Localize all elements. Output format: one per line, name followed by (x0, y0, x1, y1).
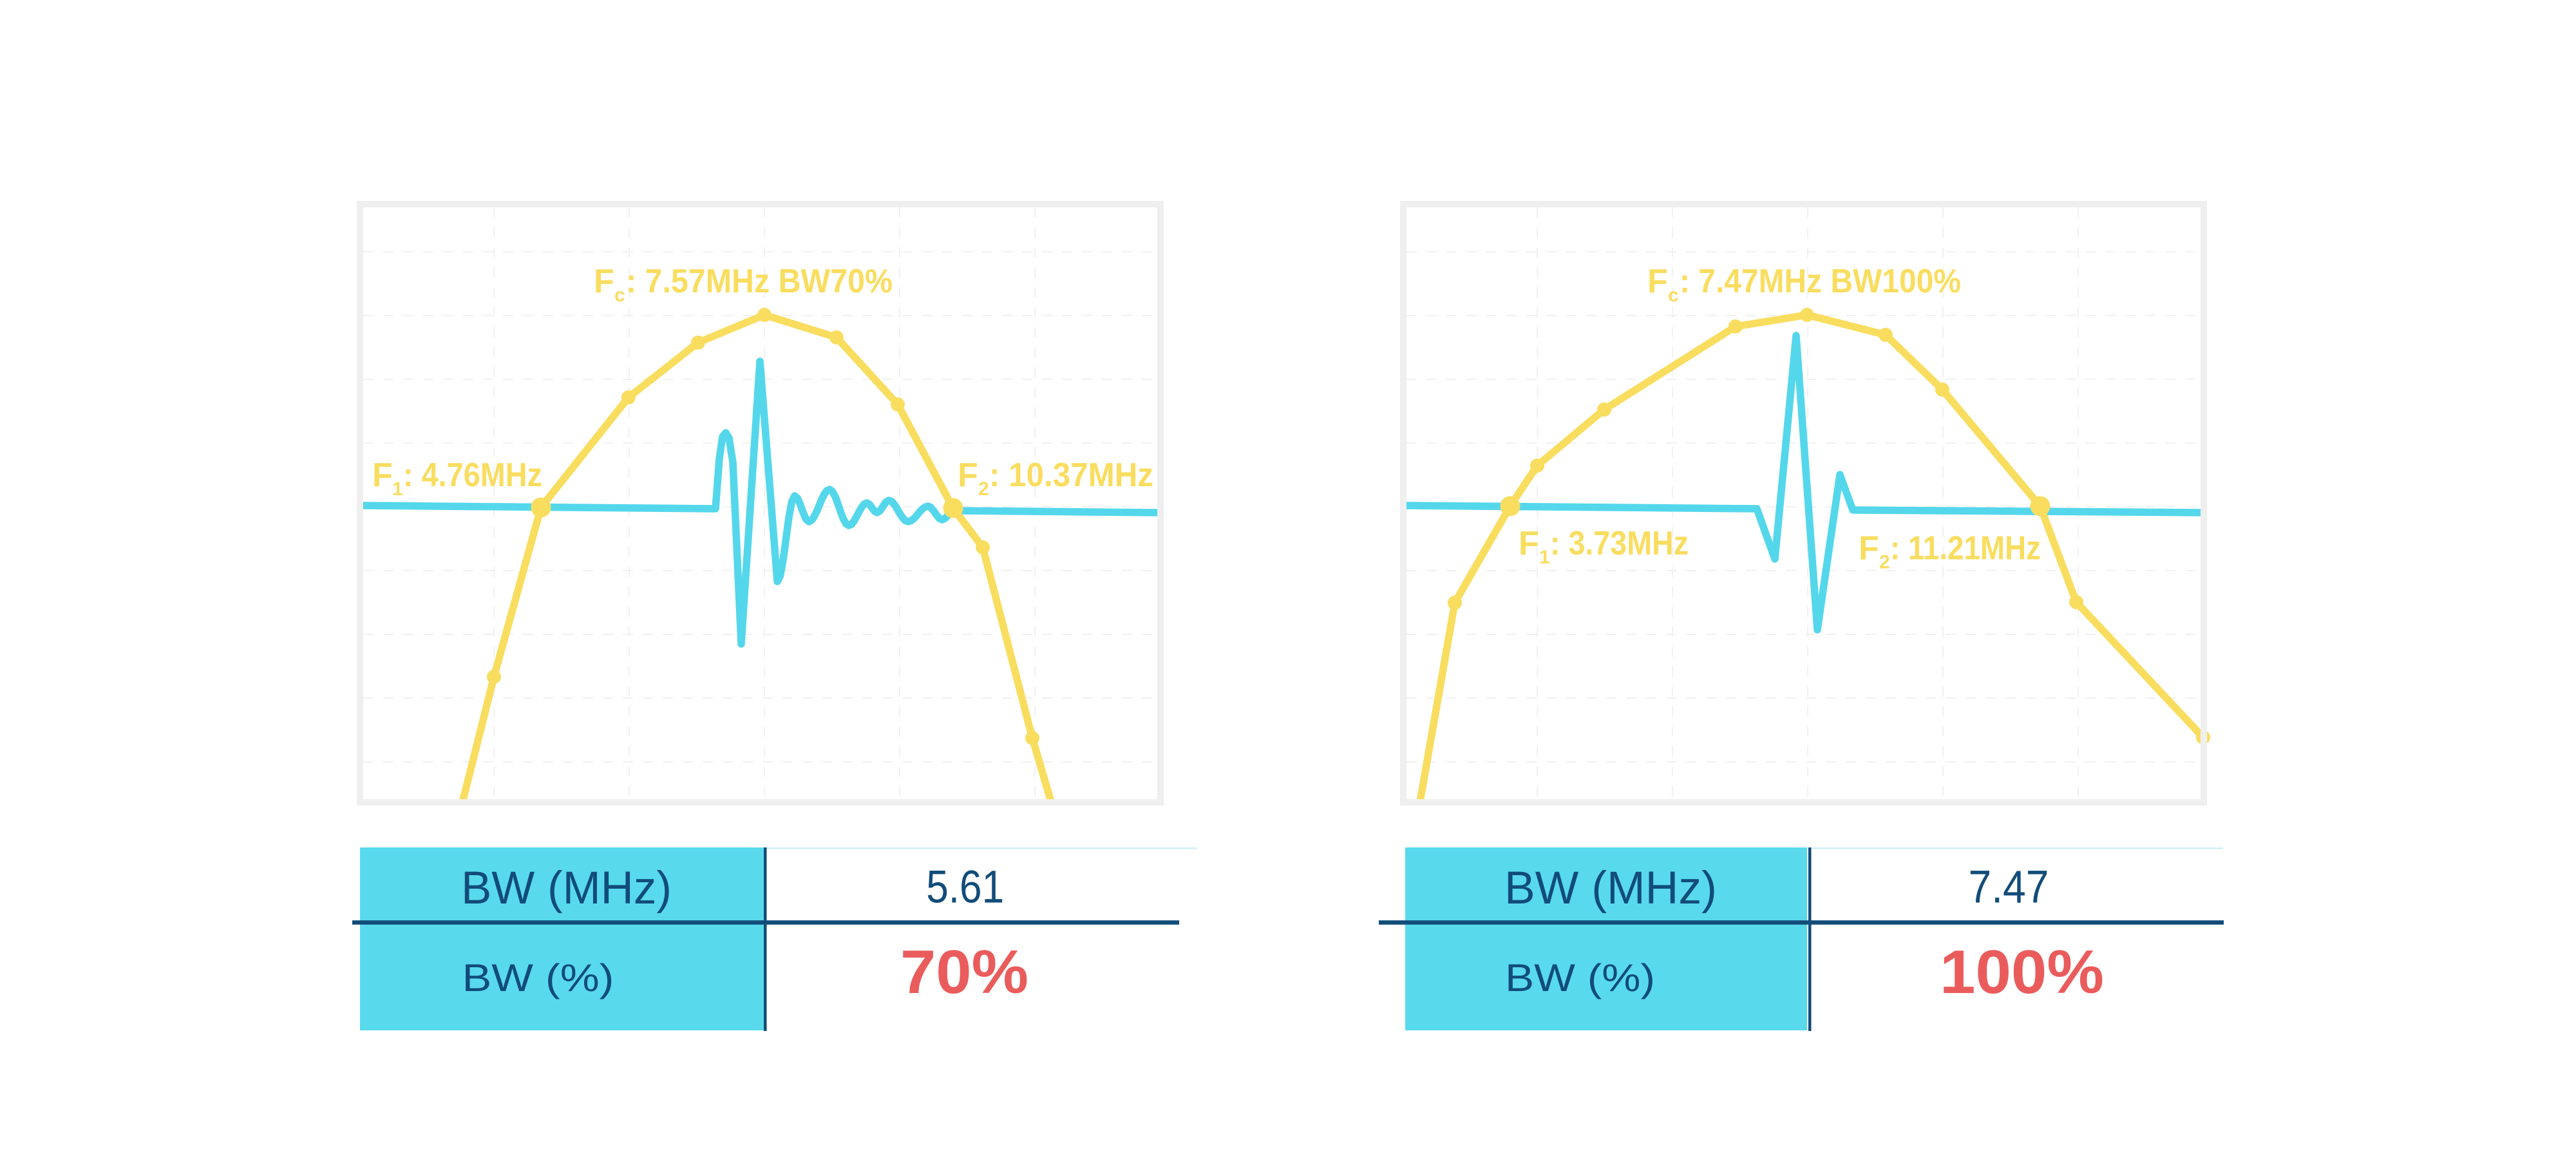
svg-text:: 10.37MHz: : 10.37MHz (989, 457, 1153, 494)
svg-text:F: F (958, 457, 978, 494)
svg-text:F: F (1859, 530, 1879, 567)
svg-text:F: F (1647, 263, 1668, 300)
svg-text:7.47: 7.47 (1969, 862, 2049, 913)
svg-text:F: F (594, 263, 614, 300)
svg-text:: 3.73MHz: : 3.73MHz (1550, 525, 1689, 562)
svg-text:c: c (614, 285, 625, 306)
svg-text:c: c (1668, 285, 1679, 306)
svg-text:BW (MHz): BW (MHz) (1504, 863, 1717, 914)
svg-text:BW (MHz): BW (MHz) (461, 863, 672, 914)
svg-text:: 4.76MHz: : 4.76MHz (403, 457, 542, 494)
svg-text:2: 2 (1879, 552, 1890, 573)
svg-text:5.61: 5.61 (926, 862, 1004, 913)
svg-text:: 7.57MHz BW70%: : 7.57MHz BW70% (626, 263, 893, 300)
svg-text:70%: 70% (900, 938, 1028, 1007)
svg-text:BW (%): BW (%) (462, 956, 614, 999)
svg-text:F: F (372, 457, 393, 494)
svg-text:BW (%): BW (%) (1505, 956, 1655, 999)
svg-text:1: 1 (1539, 547, 1550, 568)
svg-text:: 7.47MHz BW100%: : 7.47MHz BW100% (1680, 263, 1961, 300)
svg-text:2: 2 (978, 478, 989, 500)
svg-text:: 11.21MHz: : 11.21MHz (1890, 530, 2041, 567)
svg-text:100%: 100% (1940, 938, 2104, 1007)
svg-text:1: 1 (392, 478, 403, 500)
svg-text:F: F (1519, 525, 1539, 562)
